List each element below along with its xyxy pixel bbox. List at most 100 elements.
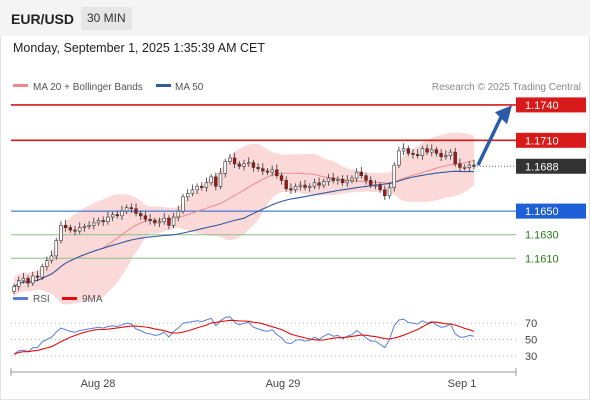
candle-body [401,148,406,152]
candle-body [265,170,270,173]
candle-body [242,163,246,167]
candle-body [68,227,73,231]
candle-body [228,157,232,162]
level-lines [11,104,516,259]
level-tag-1.1740: 1.1740 [525,100,559,112]
candle-body [195,186,199,191]
candle-body [345,180,349,184]
candle-body [247,162,251,165]
timestamp: Monday, September 1, 2025 1:35:39 AM CET [13,41,265,55]
candle-body [59,225,63,241]
candle-body [336,178,340,181]
candles [12,143,476,295]
candle-body [453,151,457,165]
candle-body [467,164,471,168]
level-tag-bg-1.1740 [516,97,586,113]
rsi-panel: 70 50 30 [11,316,537,363]
candle-body [49,255,54,261]
candle-body [101,220,105,223]
candle-body [148,219,152,221]
candle-body [181,196,185,212]
candle-body [129,207,133,210]
candle-body [209,176,213,184]
candle-body [232,157,237,165]
candle-body [298,184,302,187]
candle-body [383,189,387,197]
candle-body [12,286,16,292]
candle-body [368,180,373,186]
candle-body [106,216,110,222]
candle-body [16,280,21,287]
timeframe-badge[interactable]: 30 MIN [81,7,132,30]
candle-body [110,214,115,218]
level-tag-1.1630: 1.1630 [525,230,559,242]
rsi-legend: RSI 9MA [13,294,103,305]
candle-body [35,275,40,278]
rsi-tick-50: 50 [525,335,537,347]
forecast-arrow-shaft [476,116,503,166]
candle-body [444,155,448,158]
candle-body [458,163,462,168]
candle-body [303,184,307,188]
legend-ma50-swatch [156,84,171,87]
candle-body [54,240,58,257]
level-tag-bg-1.1650 [516,203,586,219]
rsi-tick-70: 70 [525,318,537,330]
candle-body [275,169,279,177]
candle-body [448,151,453,156]
candle-body [350,177,354,181]
rsi-line [13,316,475,355]
candle-body [251,162,256,168]
candle-body [204,182,209,188]
candle-body [223,161,227,174]
candle-body [411,153,415,155]
candle-body [115,214,120,217]
candle-body [143,215,148,220]
candle-body [157,221,162,224]
candle-body [378,184,382,191]
candle-body [167,217,171,226]
credit-text: Research © 2025 Trading Central [432,82,581,93]
candle-body [387,187,392,197]
forecast-arrow-head [495,105,512,125]
candle-body [31,275,35,284]
level-tag-1.1650: 1.1650 [525,206,559,218]
x-tick-aug28: Aug 28 [81,378,116,390]
candle-body [73,229,77,232]
legend: MA 20 + Bollinger Bands MA 50 Research ©… [13,82,581,93]
legend-9ma-swatch [62,297,77,300]
legend-ma20-label: MA 20 + Bollinger Bands [33,82,143,93]
candle-body [392,164,396,188]
candle-body [45,260,49,267]
candle-body [78,227,82,232]
candle-body [406,148,410,154]
candle-body [326,177,331,182]
candle-body [472,164,476,167]
forecast-arrow [476,105,512,166]
candle-body [92,222,96,226]
candle-body [186,193,190,198]
candle-body [124,207,129,212]
candle-body [218,173,223,187]
candle-body [40,266,44,278]
level-tag-bg-1.1688 [516,158,586,174]
x-tick-sep1: Sep 1 [448,378,477,390]
candle-body [270,169,274,173]
ma50-line [13,170,474,288]
candle-body [293,186,298,191]
legend-ma50-label: MA 50 [175,82,204,93]
candle-body [200,186,204,188]
candle-body [237,163,241,167]
candle-body [317,182,321,186]
candle-body [340,178,345,183]
candle-body [415,154,420,157]
header-bar: EUR/USD 30 MIN [0,0,590,36]
rsi-tick-30: 30 [525,351,537,363]
symbol-title: EUR/USD [11,11,75,27]
candle-body [82,226,87,228]
candle-body [429,149,434,153]
candle-body [190,189,195,194]
candle-body [21,278,26,282]
candle-body [364,175,368,181]
